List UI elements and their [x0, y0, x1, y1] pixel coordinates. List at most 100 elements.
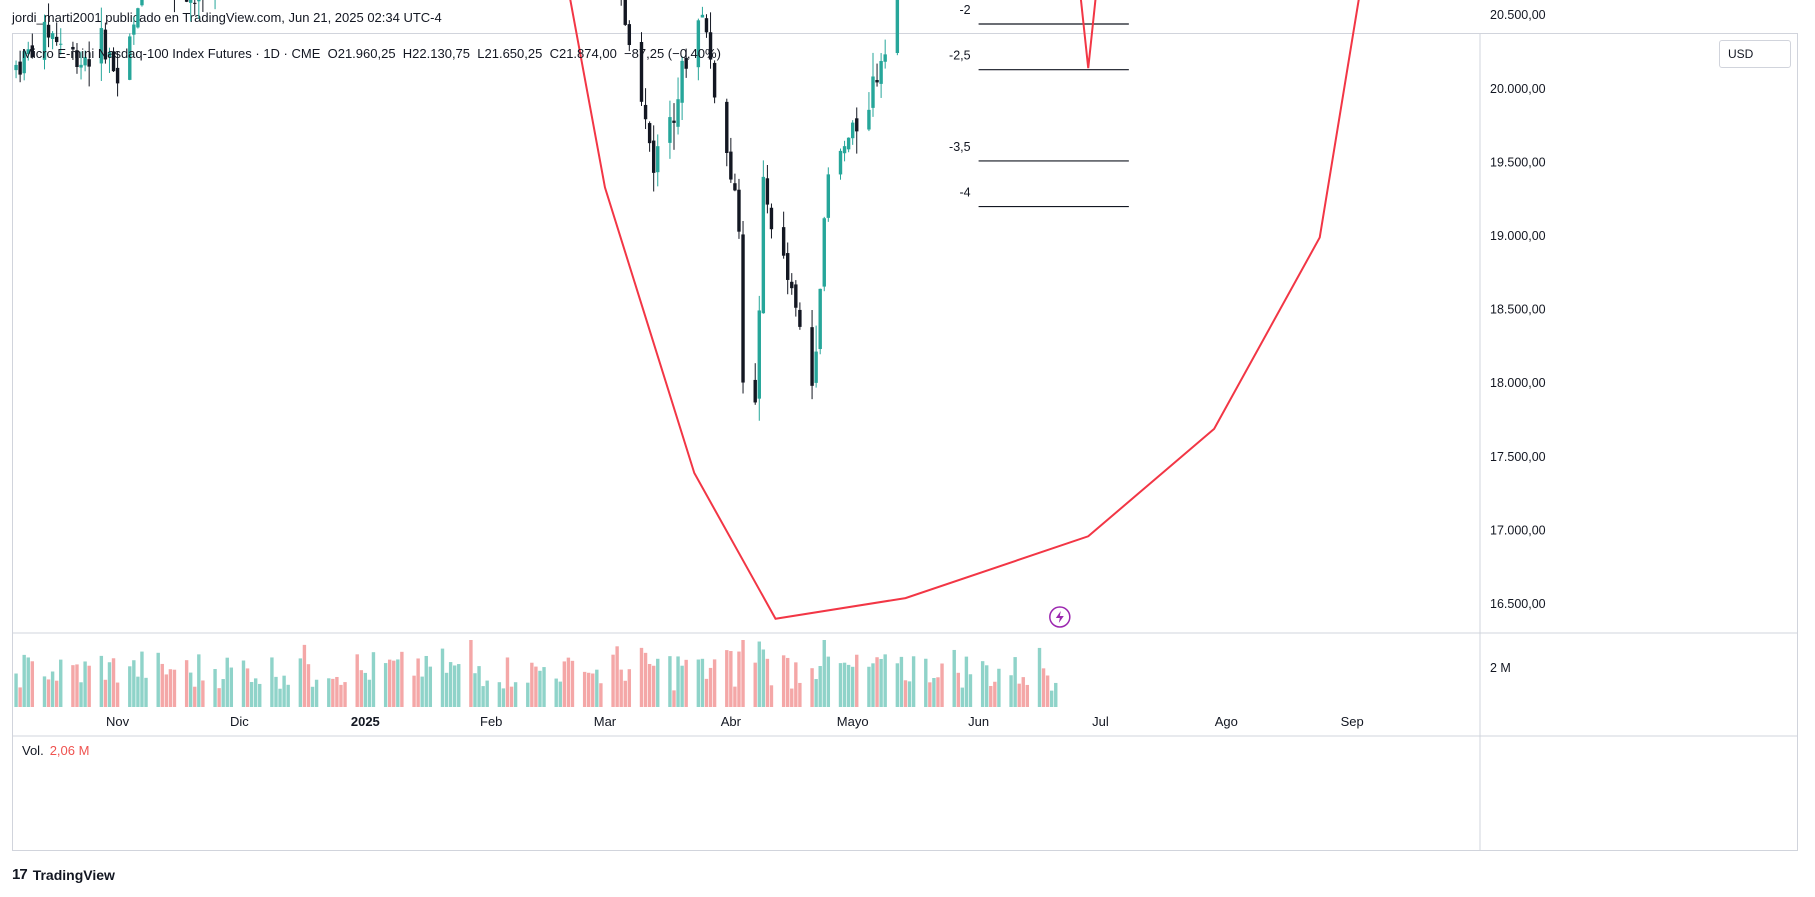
candle-body	[875, 80, 879, 83]
candle-body	[696, 20, 701, 68]
volume-bar	[245, 668, 250, 707]
candle-body	[814, 351, 818, 383]
candle-body	[184, 0, 189, 2]
volume-bar	[700, 658, 705, 707]
volume-bar	[562, 661, 567, 707]
volume-bar	[217, 688, 221, 707]
volume-bar	[883, 654, 887, 707]
volume-bar	[115, 682, 120, 707]
volume-bar	[542, 667, 546, 707]
candle-body	[46, 24, 51, 38]
volume-bar	[932, 678, 936, 707]
volume-bar	[485, 680, 489, 707]
candle-body	[753, 379, 757, 403]
volume-bar	[826, 656, 831, 707]
close-value: C21.874,00	[549, 46, 617, 61]
candle-body	[765, 178, 770, 205]
volume-bar	[656, 658, 660, 707]
attribution-header: jordi_marti2001 publicado en TradingView…	[12, 10, 442, 25]
volume-bar	[928, 682, 932, 707]
candle-body	[810, 327, 814, 386]
symbol-legend[interactable]: Micro E-mini Nasdaq-100 Index Futures · …	[22, 46, 721, 61]
candle-body	[30, 45, 35, 58]
candle-body	[790, 281, 794, 289]
y-tick-label: 17.000,00	[1490, 523, 1546, 537]
volume-bar	[1009, 675, 1013, 707]
volume-bar	[513, 682, 518, 707]
x-tick-label: Nov	[106, 714, 130, 729]
volume-bar	[1041, 668, 1046, 707]
volume-bar	[54, 680, 59, 707]
volume-bar	[985, 665, 989, 707]
candle-body	[42, 21, 47, 60]
volume-bar	[924, 658, 928, 707]
volume-bar	[278, 688, 282, 707]
projection-path	[1079, 0, 1097, 69]
volume-bar	[83, 661, 87, 707]
candle-body	[83, 57, 87, 66]
tradingview-footer[interactable]: 17 TradingView	[12, 866, 115, 883]
volume-bar	[213, 669, 217, 707]
volume-bar	[591, 673, 595, 707]
volume-bar	[838, 663, 843, 707]
volume-bar	[1054, 682, 1058, 707]
volume-bar	[87, 665, 91, 707]
cup-curve	[569, 0, 1360, 620]
y-tick-label: 17.500,00	[1490, 450, 1546, 464]
volume-bar	[22, 654, 26, 707]
volume-bar	[627, 669, 632, 707]
volume-legend[interactable]: Vol. 2,06 M	[22, 743, 89, 758]
candle-body	[684, 57, 688, 69]
volume-bar	[708, 667, 713, 707]
candle-body	[842, 146, 847, 154]
volume-bar	[794, 662, 798, 707]
volume-bar	[1025, 684, 1030, 707]
candle-body	[879, 61, 883, 84]
volume-bar	[184, 660, 189, 707]
y-tick-label: 18.000,00	[1490, 376, 1546, 390]
candle-body	[733, 183, 737, 191]
candle-body	[193, 2, 197, 4]
volume-bar	[286, 684, 290, 707]
candle-body	[651, 140, 656, 173]
volume-bar	[818, 666, 822, 707]
volume-bar	[781, 655, 786, 707]
candle-body	[22, 51, 26, 74]
volume-bar	[412, 675, 416, 707]
volume-bar	[424, 655, 428, 707]
volume-bar	[639, 647, 644, 707]
symbol-name[interactable]: Micro E-mini Nasdaq-100 Index Futures · …	[22, 46, 321, 61]
volume-bar	[50, 671, 55, 707]
candle-body	[26, 49, 30, 55]
volume-bar	[79, 682, 83, 707]
volume-bar	[587, 672, 591, 707]
candle-body	[79, 64, 83, 68]
volume-bar	[696, 659, 701, 707]
candle-body	[769, 207, 774, 230]
volume-bar	[416, 658, 420, 707]
volume-bar	[501, 688, 506, 707]
volume-bar	[314, 679, 319, 707]
volume-bar	[558, 681, 562, 707]
currency-selector[interactable]: USD	[1719, 40, 1791, 68]
volume-bar	[59, 659, 63, 707]
volume-bar	[741, 640, 745, 707]
volume-bar	[241, 660, 246, 707]
volume-bar	[647, 663, 652, 707]
candle-body	[668, 117, 672, 143]
volume-bar	[960, 687, 965, 707]
volume-bar	[156, 652, 160, 707]
volume-bar	[473, 673, 477, 707]
volume-bar	[221, 679, 225, 707]
volume-bar	[850, 666, 855, 707]
volume-bar	[846, 664, 851, 707]
volume-bar	[75, 664, 79, 707]
volume-bar	[193, 686, 197, 707]
candle-body	[826, 174, 831, 218]
candle-body	[761, 176, 766, 314]
volume-bar	[392, 660, 396, 707]
volume-bar	[753, 662, 757, 707]
volume-bar	[680, 665, 684, 707]
volume-bar	[980, 661, 985, 707]
